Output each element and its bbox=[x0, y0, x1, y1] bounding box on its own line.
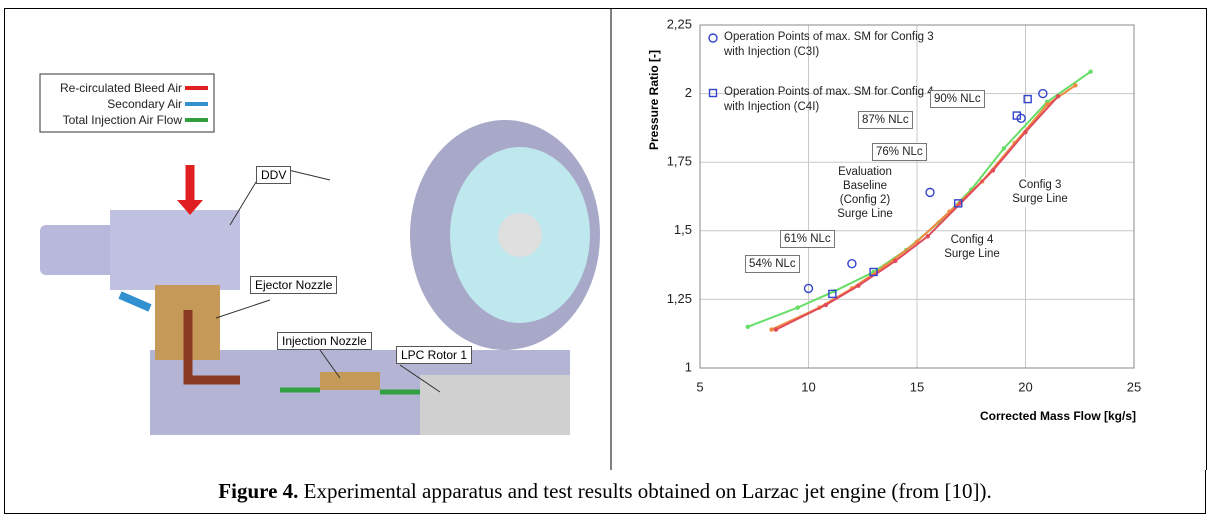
y-tick-label: 1,25 bbox=[667, 291, 692, 306]
arrow bbox=[120, 295, 150, 308]
line-dot bbox=[795, 305, 799, 309]
y-axis-title: Pressure Ratio [-] bbox=[647, 50, 661, 150]
x-tick-label: 25 bbox=[1127, 379, 1141, 394]
rotor-section bbox=[420, 375, 570, 435]
surge-line bbox=[772, 85, 1076, 329]
legend-marker bbox=[710, 90, 717, 97]
line-dot bbox=[746, 325, 750, 329]
annotation: 90% NLc bbox=[930, 90, 985, 108]
legend-label: Re-circulated Bleed Air bbox=[44, 81, 182, 95]
line-dot bbox=[1088, 69, 1092, 73]
legend-label: Secondary Air bbox=[44, 97, 182, 111]
callout: DDV bbox=[256, 166, 291, 184]
line-dot bbox=[1002, 146, 1006, 150]
caption-text: Experimental apparatus and test results … bbox=[304, 479, 992, 503]
figure: 1 1,25 1,5 1,75 2 2,25 5 10 15 20 25 Corrected Mass… bbox=[0, 0, 1211, 470]
annotation: Config 4 Surge Line bbox=[934, 232, 1010, 262]
y-tick-label: 2,25 bbox=[667, 16, 692, 31]
legend-label: Total Injection Air Flow bbox=[44, 113, 182, 127]
illustration bbox=[40, 74, 600, 435]
line-dot bbox=[856, 283, 860, 287]
actuator bbox=[40, 225, 120, 275]
annotation: 61% NLc bbox=[780, 230, 835, 248]
annotation: 54% NLc bbox=[745, 255, 800, 273]
annotation: 87% NLc bbox=[858, 111, 913, 129]
line-dot bbox=[1073, 83, 1077, 87]
y-tick-label: 2 bbox=[685, 85, 692, 100]
line-dot bbox=[1056, 94, 1060, 98]
y-tick-label: 1,75 bbox=[667, 154, 692, 169]
spinner bbox=[498, 213, 542, 257]
line-dot bbox=[991, 168, 995, 172]
point bbox=[1017, 114, 1025, 122]
line-dot bbox=[893, 259, 897, 263]
legend-label: Operation Points of max. SM for Config 3… bbox=[724, 30, 939, 60]
line-dot bbox=[774, 327, 778, 331]
callout: Ejector Nozzle bbox=[250, 276, 337, 294]
point bbox=[848, 260, 856, 268]
y-tick-label: 1,5 bbox=[674, 222, 692, 237]
legend-marker bbox=[709, 34, 717, 42]
line-dot bbox=[824, 303, 828, 307]
x-tick-label: 20 bbox=[1018, 379, 1032, 394]
x-axis-title: Corrected Mass Flow [kg/s] bbox=[980, 409, 1136, 423]
callout: LPC Rotor 1 bbox=[396, 346, 472, 364]
annotation: 76% NLc bbox=[872, 143, 927, 161]
line-dot bbox=[769, 327, 773, 331]
x-tick-label: 10 bbox=[801, 379, 815, 394]
point bbox=[926, 188, 934, 196]
x-tick-label: 15 bbox=[910, 379, 924, 394]
x-tick-label: 5 bbox=[696, 379, 703, 394]
callout: Injection Nozzle bbox=[277, 332, 372, 350]
injection-nozzle bbox=[320, 372, 380, 390]
caption-label: Figure 4. bbox=[218, 479, 298, 503]
line-dot bbox=[1023, 130, 1027, 134]
caption: Figure 4. Experimental apparatus and tes… bbox=[4, 470, 1206, 514]
annotation: Config 3 Surge Line bbox=[1002, 177, 1078, 207]
annotation: Evaluation Baseline (Config 2) Surge Lin… bbox=[826, 164, 904, 222]
page: {"illustration": { "legend": ["Re-circul… bbox=[0, 0, 1211, 516]
ddv-body bbox=[110, 210, 240, 290]
y-tick-label: 1 bbox=[685, 359, 692, 374]
line-dot bbox=[926, 234, 930, 238]
